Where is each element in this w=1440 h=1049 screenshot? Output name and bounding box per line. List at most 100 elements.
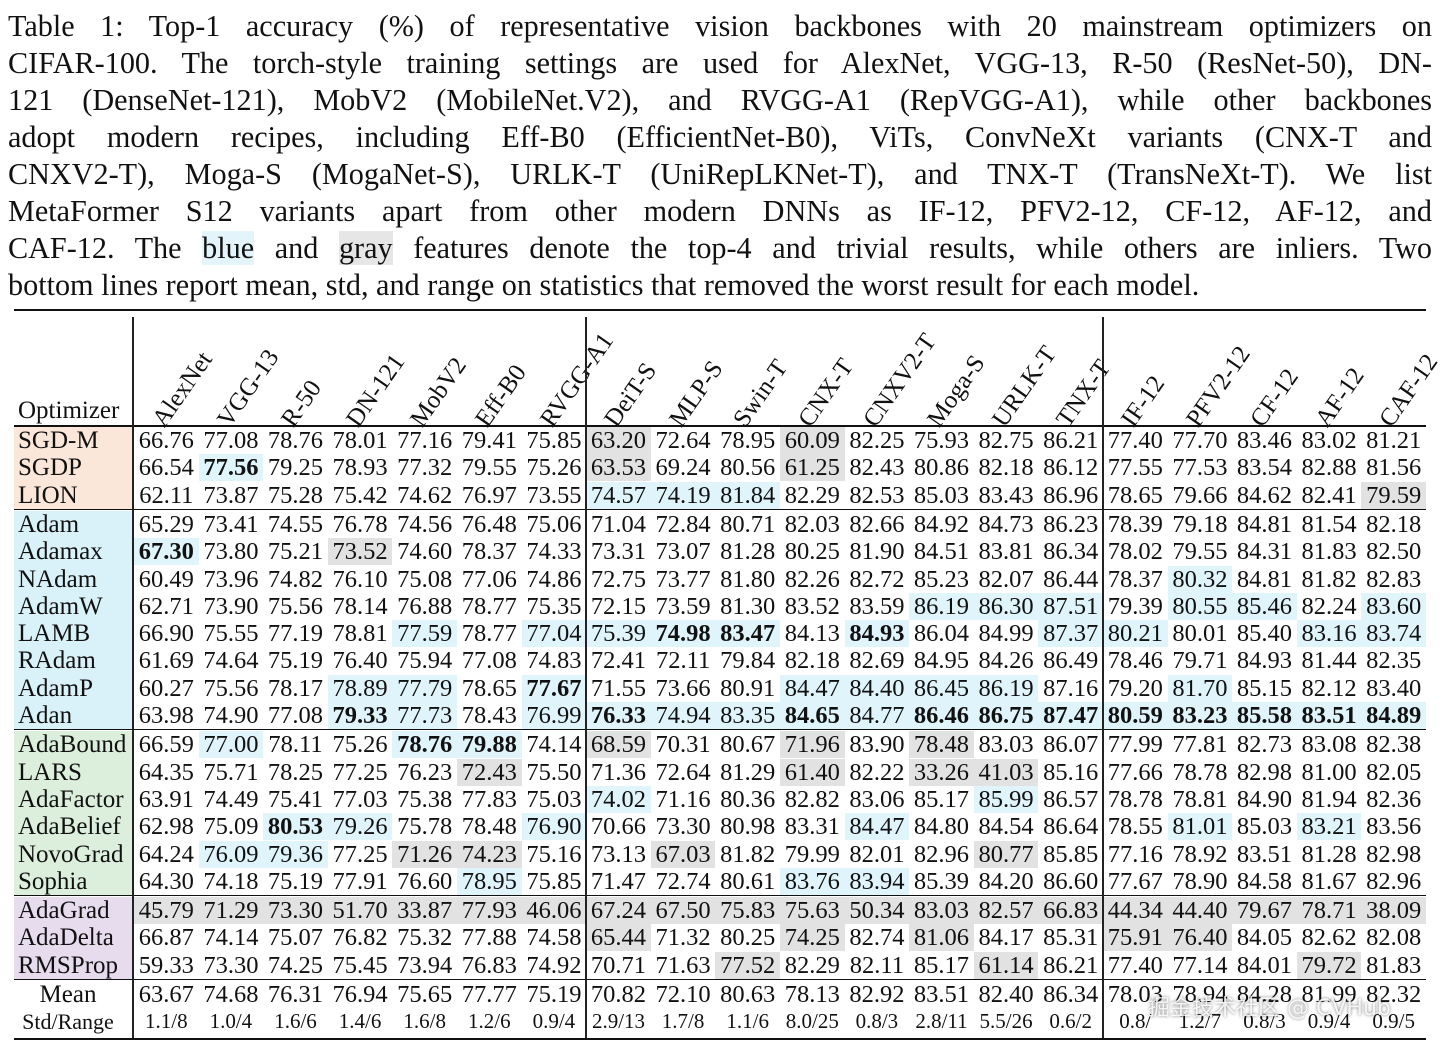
accuracy-cell: 80.98: [720, 813, 776, 841]
accuracy-cell: 77.04: [521, 620, 587, 648]
accuracy-cell: 82.69: [849, 647, 905, 675]
table-row: SGD-M 66.76 77.08 78.76 78.01 77.16 79.41 75.85…: [14, 427, 1426, 454]
accuracy-cell: 70.71: [590, 951, 647, 979]
accuracy-cell: 83.51: [1296, 702, 1362, 729]
accuracy-cell: 71.63: [655, 951, 711, 979]
accuracy-cell: 78.14: [332, 592, 388, 620]
optimizer-name: LION: [18, 481, 78, 509]
accuracy-cell: 83.51: [1236, 840, 1293, 868]
caption-blue-highlight: blue: [202, 231, 255, 265]
summary-cell: 75.19: [526, 981, 582, 1008]
bottom-rule: [14, 1037, 1426, 1040]
accuracy-cell: 84.13: [784, 620, 840, 648]
accuracy-cell: 61.40: [780, 758, 845, 786]
caption-line: CNXV2-T), Moga-S (MogaNet-S), URLK-T (Un…: [8, 157, 1432, 191]
accuracy-cell: 83.35: [715, 702, 780, 729]
accuracy-cell: 79.88: [457, 731, 522, 759]
accuracy-cell: 83.94: [844, 867, 910, 895]
accuracy-cell: 82.43: [849, 454, 905, 482]
accuracy-cell: 84.51: [913, 538, 970, 566]
accuracy-cell: 80.71: [720, 510, 776, 538]
accuracy-cell: 82.29: [784, 951, 840, 979]
accuracy-cell: 74.94: [650, 702, 716, 729]
accuracy-cell: 83.52: [784, 592, 840, 620]
accuracy-cell: 72.74: [655, 867, 711, 895]
caption-line: bottom lines report mean, std, and range…: [8, 268, 1200, 302]
accuracy-cell: 65.44: [586, 924, 651, 952]
accuracy-cell: 85.58: [1232, 702, 1297, 729]
accuracy-cell: 86.46: [909, 702, 974, 729]
accuracy-cell: 82.62: [1301, 924, 1357, 952]
table-row: Sophia 64.30 74.18 75.19 77.91 76.60 78.95 75.8…: [14, 867, 1426, 895]
accuracy-cell: 77.56: [198, 454, 264, 482]
column-header: Moga-S: [922, 350, 991, 432]
accuracy-cell: 83.21: [1296, 813, 1362, 841]
accuracy-cell: 85.17: [913, 785, 970, 813]
accuracy-cell: 67.03: [650, 840, 716, 868]
accuracy-cell: 75.35: [526, 592, 582, 620]
accuracy-cell: 82.25: [849, 427, 905, 454]
accuracy-cell: 75.32: [397, 924, 453, 952]
accuracy-cell: 77.40: [1107, 427, 1163, 454]
accuracy-cell: 84.47: [780, 674, 845, 702]
accuracy-cell: 78.95: [720, 427, 776, 454]
table-row: AdaBelief 62.98 75.09 80.53 79.26 75.78 78.48 7…: [14, 813, 1426, 841]
accuracy-cell: 81.21: [1366, 427, 1422, 454]
accuracy-cell: 74.58: [526, 924, 582, 952]
accuracy-cell: 82.36: [1366, 785, 1422, 813]
accuracy-cell: 71.26: [392, 840, 457, 868]
accuracy-cell: 78.93: [332, 454, 388, 482]
accuracy-cell: 63.20: [586, 427, 651, 454]
summary-cell: 1.0/4: [209, 1009, 253, 1034]
accuracy-cell: 79.59: [1361, 481, 1426, 509]
accuracy-cell: 83.16: [1296, 620, 1362, 648]
accuracy-cell: 74.14: [526, 731, 582, 759]
accuracy-cell: 82.72: [849, 565, 905, 593]
accuracy-cell: 74.14: [203, 924, 259, 952]
table-row: Adamax 67.30 73.80 75.21 73.52 74.60 78.37 74.3…: [14, 538, 1426, 566]
accuracy-cell: 77.52: [715, 951, 780, 979]
accuracy-cell: 75.41: [267, 785, 324, 813]
accuracy-cell: 84.90: [1236, 785, 1293, 813]
accuracy-cell: 76.10: [332, 565, 388, 593]
accuracy-cell: 82.53: [849, 481, 905, 509]
accuracy-cell: 81.28: [1301, 840, 1357, 868]
accuracy-cell: 64.24: [138, 840, 194, 868]
accuracy-cell: 60.49: [138, 565, 194, 593]
accuracy-cell: 82.18: [978, 454, 1034, 482]
optimizer-name: AdaDelta: [18, 924, 114, 952]
accuracy-cell: 76.40: [332, 647, 388, 675]
accuracy-cell: 74.19: [650, 481, 716, 509]
accuracy-cell: 80.32: [1167, 565, 1233, 593]
accuracy-cell: 87.51: [1038, 592, 1103, 620]
accuracy-cell: 60.09: [780, 427, 845, 454]
accuracy-cell: 75.85: [526, 427, 582, 454]
table-caption: Table 1: Top-1 accuracy (%) of represent…: [8, 8, 1432, 304]
accuracy-cell: 75.26: [332, 731, 388, 759]
accuracy-cell: 84.81: [1236, 510, 1293, 538]
accuracy-cell: 74.23: [457, 840, 522, 868]
accuracy-cell: 64.35: [138, 758, 194, 786]
accuracy-cell: 79.25: [267, 454, 324, 482]
accuracy-cell: 73.90: [203, 592, 259, 620]
accuracy-cell: 67.50: [650, 897, 716, 925]
caption-gray-highlight: gray: [338, 231, 393, 265]
summary-cell: 63.67: [138, 981, 194, 1008]
accuracy-cell: 66.54: [138, 454, 194, 482]
accuracy-cell: 76.83: [461, 951, 517, 979]
accuracy-cell: 86.49: [1043, 647, 1099, 675]
table-row: Adan 63.98 74.90 77.08 79.33 77.73 78.43 76.99 7…: [14, 702, 1426, 729]
accuracy-cell: 73.30: [263, 897, 328, 925]
accuracy-cell: 86.19: [973, 674, 1039, 702]
accuracy-cell: 75.39: [586, 620, 651, 648]
accuracy-cell: 78.65: [1107, 481, 1163, 509]
accuracy-cell: 44.34: [1103, 897, 1168, 925]
accuracy-cell: 80.25: [784, 538, 840, 566]
accuracy-cell: 84.80: [913, 813, 970, 841]
accuracy-cell: 79.84: [720, 647, 776, 675]
accuracy-cell: 71.96: [780, 731, 845, 759]
column-header: MobV2: [405, 352, 473, 432]
summary-cell: 78.13: [784, 981, 840, 1008]
table-row: Adam 65.29 73.41 74.55 76.78 74.56 76.48 75.06 7…: [14, 511, 1426, 538]
accuracy-cell: 74.25: [267, 951, 324, 979]
